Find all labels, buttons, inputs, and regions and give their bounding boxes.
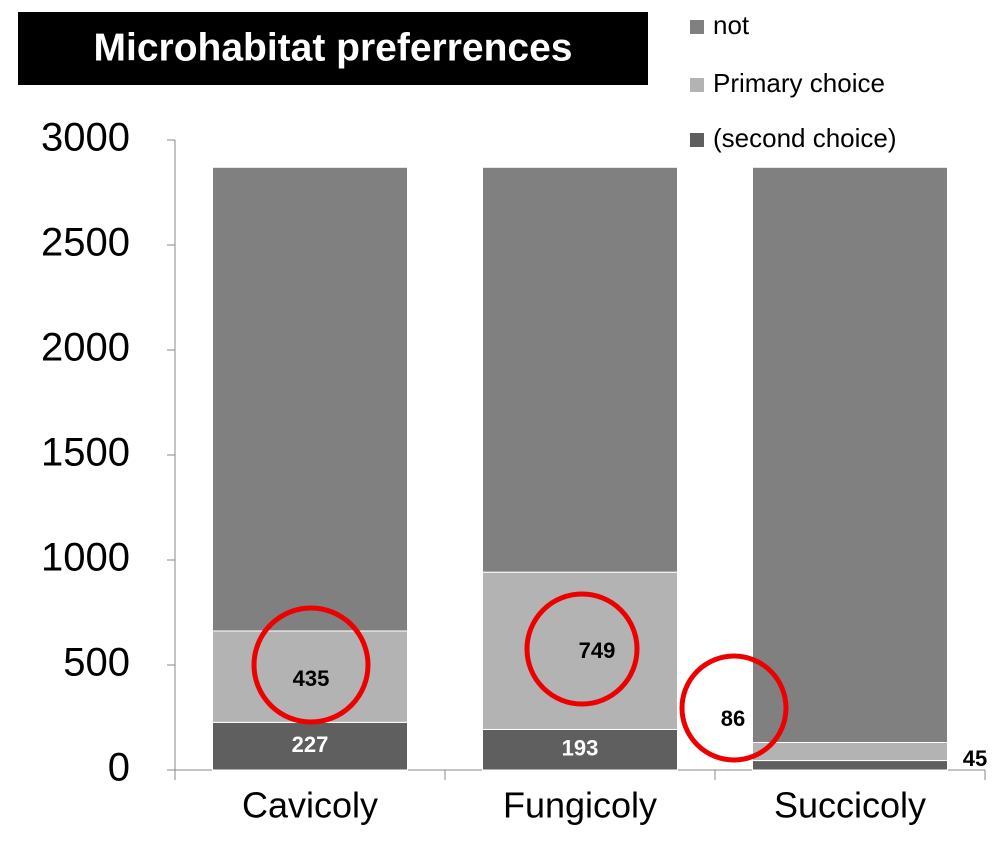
legend-label: not — [713, 10, 750, 40]
y-tick-label: 2000 — [41, 326, 130, 370]
y-tick-label: 1500 — [41, 431, 130, 475]
data-label: 45 — [963, 746, 987, 771]
bar-segment — [752, 166, 948, 743]
legend-label: Primary choice — [713, 68, 885, 98]
x-tick-label: Succicoly — [774, 785, 926, 826]
data-label: 86 — [721, 706, 745, 731]
bar-segment — [482, 728, 678, 771]
y-tick-label: 0 — [108, 746, 130, 790]
highlight-circle — [251, 605, 371, 725]
y-tick-label: 500 — [63, 641, 130, 685]
y-tick-label: 2500 — [41, 221, 130, 265]
y-tick-label: 1000 — [41, 536, 130, 580]
data-label: 435 — [293, 666, 330, 691]
data-label: 193 — [562, 736, 599, 761]
legend-swatch — [690, 78, 704, 92]
highlight-circle — [524, 591, 640, 707]
highlight-circle — [679, 653, 789, 763]
x-tick-label: Cavicoly — [242, 785, 378, 826]
data-label: 227 — [292, 732, 329, 757]
bar-segment — [212, 166, 408, 632]
bar-segment — [482, 166, 678, 573]
legend-swatch — [690, 20, 704, 34]
bar-segment — [752, 760, 948, 771]
legend-label: (second choice) — [713, 123, 897, 153]
y-tick-label: 3000 — [41, 116, 130, 160]
bar-segment — [212, 721, 408, 771]
data-label: 749 — [579, 638, 616, 663]
chart-title: Microhabitat preferrences — [94, 26, 573, 69]
legend-swatch — [690, 133, 704, 147]
title-box — [18, 12, 648, 85]
x-tick-label: Fungicoly — [503, 785, 657, 826]
bar-segment — [752, 741, 948, 762]
